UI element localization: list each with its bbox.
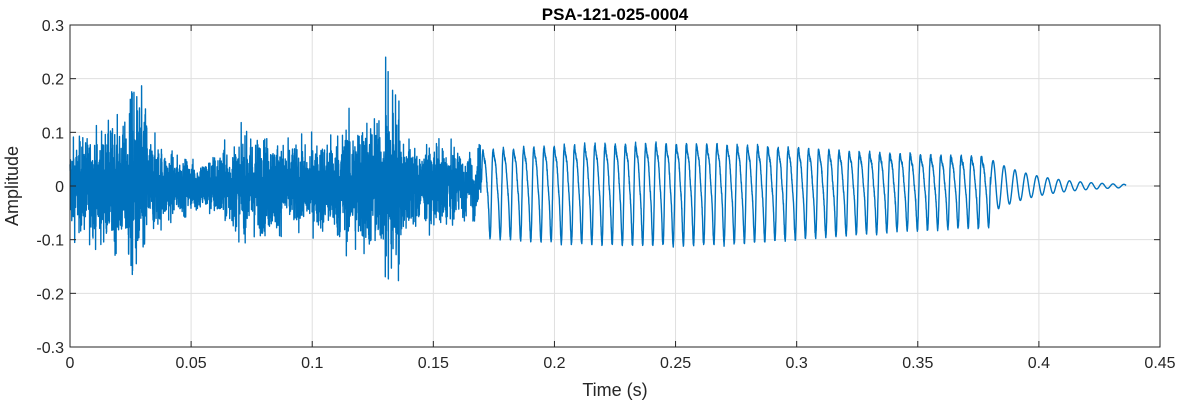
x-tick-label: 0.1 xyxy=(301,355,323,372)
y-tick-label: 0 xyxy=(55,179,64,196)
y-axis-label: Amplitude xyxy=(2,146,22,226)
x-tick-label: 0.15 xyxy=(418,355,449,372)
x-tick-label: 0.05 xyxy=(176,355,207,372)
y-tick-label: -0.1 xyxy=(36,233,64,250)
x-tick-label: 0.4 xyxy=(1028,355,1050,372)
x-tick-label: 0.45 xyxy=(1144,355,1175,372)
x-axis-ticks: 0 0.05 0.1 0.15 0.2 0.25 0.3 0.35 0.4 0.45 xyxy=(66,25,1176,372)
x-tick-label: 0 xyxy=(66,355,75,372)
y-tick-label: 0.2 xyxy=(42,72,64,89)
y-tick-label: -0.2 xyxy=(36,286,64,303)
x-axis-label: Time (s) xyxy=(582,380,647,400)
y-tick-label: 0.1 xyxy=(42,125,64,142)
x-tick-label: 0.3 xyxy=(786,355,808,372)
chart-title: PSA-121-025-0004 xyxy=(542,5,689,24)
x-tick-label: 0.35 xyxy=(902,355,933,372)
waveform-line xyxy=(69,56,1127,282)
y-tick-label: -0.3 xyxy=(36,340,64,357)
y-tick-label: 0.3 xyxy=(42,18,64,35)
y-axis-ticks: -0.3 -0.2 -0.1 0 0.1 0.2 0.3 xyxy=(36,18,1160,357)
x-tick-label: 0.25 xyxy=(660,355,691,372)
x-tick-label: 0.2 xyxy=(543,355,565,372)
